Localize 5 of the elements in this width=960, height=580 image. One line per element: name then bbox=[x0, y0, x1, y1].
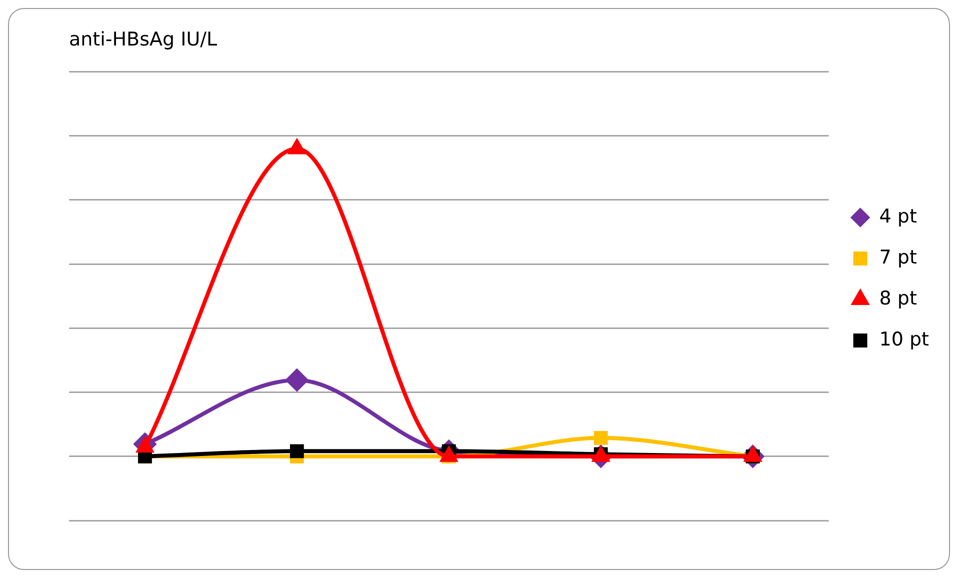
legend-label: 4 pt bbox=[879, 205, 917, 228]
legend-label: 10 pt bbox=[879, 328, 930, 350]
legend-label: 7 pt bbox=[879, 246, 917, 268]
legend-label: 8 pt bbox=[879, 287, 917, 310]
chart-title: anti-HBsAg IU/L bbox=[69, 28, 218, 50]
